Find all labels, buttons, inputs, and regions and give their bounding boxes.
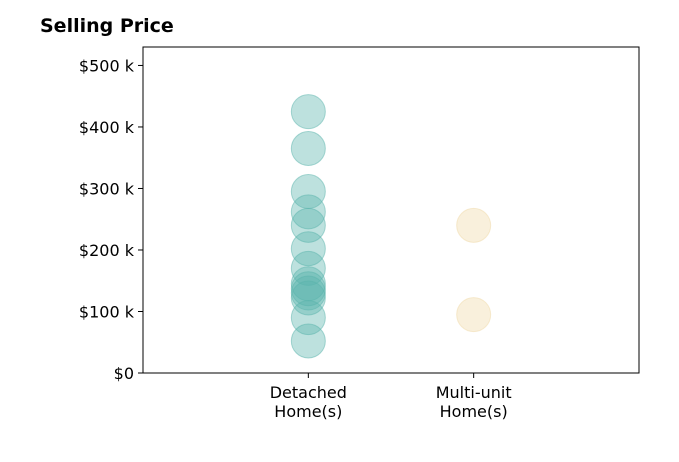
y-tick-label: $300 k [79, 179, 135, 198]
y-tick-label: $100 k [79, 302, 135, 321]
plot-frame [142, 46, 640, 374]
y-axis: $0 $100 k $200 k $300 k $400 k $500 k [79, 56, 143, 383]
data-point [290, 275, 326, 311]
data-point [290, 130, 326, 166]
data-point [456, 207, 492, 243]
y-tick-label: $0 [114, 364, 134, 383]
data-point [290, 323, 326, 359]
x-axis: Detached Home(s) Multi-unit Home(s) [270, 373, 512, 421]
data-point [290, 271, 326, 307]
data-points [290, 94, 492, 359]
data-point [290, 250, 326, 286]
data-point [456, 297, 492, 333]
y-tick-label: $200 k [79, 241, 135, 260]
data-point [290, 194, 326, 230]
x-tick-label: Detached Home(s) [270, 383, 347, 421]
y-tick-label: $400 k [79, 118, 135, 137]
y-tick-label: $500 k [79, 56, 135, 75]
data-point [290, 231, 326, 267]
data-point [290, 280, 326, 316]
chart-title: Selling Price [40, 15, 174, 37]
x-tick-label: Multi-unit Home(s) [436, 383, 512, 421]
data-point [290, 94, 326, 130]
